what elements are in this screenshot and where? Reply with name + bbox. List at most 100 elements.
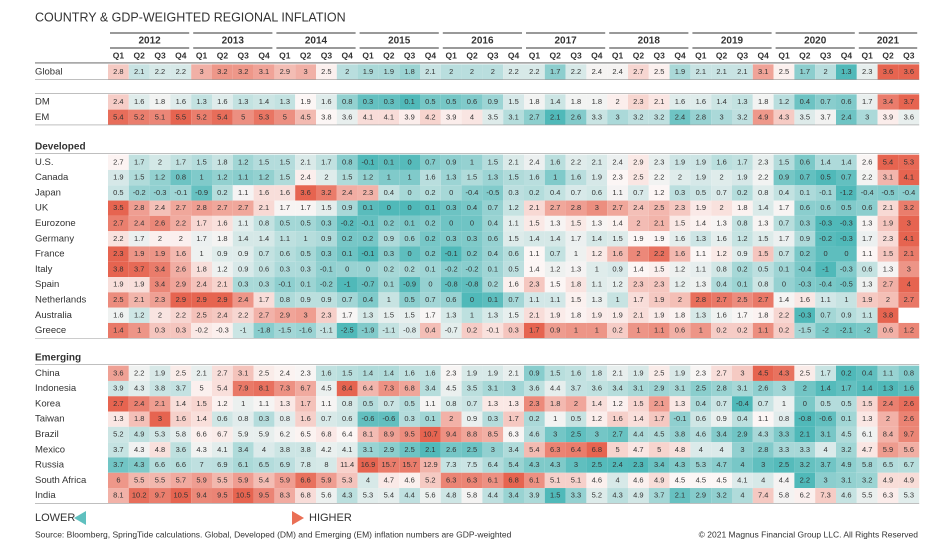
- heat-cell: [565, 169, 587, 186]
- cell-value: 1.5: [571, 295, 581, 304]
- cell-value: 2.5: [113, 295, 123, 304]
- heat-cell: [108, 426, 129, 443]
- cell-value: 2.6: [862, 157, 872, 166]
- cell-value: 2.4: [612, 460, 622, 469]
- heat-cell: [232, 215, 254, 232]
- heat-cell: [357, 154, 379, 170]
- heat-cell: [357, 292, 379, 308]
- cell-value: 3.4: [654, 460, 664, 469]
- cell-value: 0: [408, 188, 412, 197]
- heat-cell: [648, 365, 670, 381]
- heat-cell: [503, 154, 524, 170]
- cell-value: 0.6: [342, 414, 352, 423]
- heat-cell: [732, 307, 753, 323]
- heat-cell: [336, 277, 358, 293]
- cell-value: 0.7: [716, 188, 726, 197]
- cell-value: 2.9: [384, 445, 394, 454]
- heat-cell: [316, 365, 337, 381]
- heat-cell: [503, 94, 524, 110]
- cell-value: 5.5: [176, 112, 186, 121]
- cell-value: 2: [720, 203, 724, 212]
- heat-cell: [336, 246, 358, 262]
- heat-cell: [253, 261, 275, 278]
- heat-cell: [898, 277, 920, 293]
- heat-cell: [461, 200, 483, 216]
- heat-cell: [191, 215, 212, 232]
- heat-cell: [877, 292, 899, 308]
- heat-cell: [170, 411, 192, 427]
- cell-value: 3.9: [113, 384, 123, 393]
- heat-cell: [191, 154, 212, 170]
- heat-cell: [607, 94, 628, 110]
- heat-cell: [794, 154, 816, 170]
- heat-cell: [212, 261, 233, 278]
- cell-value: 1.2: [134, 310, 144, 319]
- cell-value: 1.1: [758, 326, 768, 335]
- heat-cell: [856, 215, 878, 232]
- cell-value: 1.1: [321, 399, 331, 408]
- heat-cell: [191, 64, 212, 80]
- row-label: Indonesia: [35, 383, 77, 394]
- cell-value: -0.4: [861, 188, 874, 197]
- cell-value: 5.8: [779, 491, 789, 500]
- heat-cell: [732, 200, 753, 216]
- cell-value: 2.5: [633, 173, 643, 182]
- cell-value: 2.6: [904, 414, 914, 423]
- heat-cell: [336, 307, 358, 323]
- heat-cell: [856, 246, 878, 262]
- heat-cell: [128, 307, 150, 323]
- cell-value: -0.1: [674, 414, 687, 423]
- heat-cell: [274, 109, 296, 125]
- heat-cell: [690, 109, 712, 125]
- quarter-label: Q4: [425, 50, 437, 60]
- cell-value: 0.2: [384, 218, 394, 227]
- heat-cell: [773, 215, 795, 232]
- heat-cell: [607, 154, 628, 170]
- cell-value: 0.9: [300, 295, 310, 304]
- cell-value: 4.3: [529, 460, 539, 469]
- cell-value: 1.7: [321, 157, 331, 166]
- heat-cell: [108, 261, 129, 278]
- heat-cell: [503, 426, 524, 443]
- heat-cell: [503, 261, 524, 278]
- cell-value: 2.1: [529, 203, 539, 212]
- cell-value: 1.4: [550, 97, 560, 106]
- heat-cell: [149, 169, 171, 186]
- cell-value: 0.7: [425, 157, 435, 166]
- cell-value: 1.5: [259, 157, 269, 166]
- cell-value: 1: [304, 234, 308, 243]
- cell-value: 0.4: [862, 368, 872, 377]
- heat-cell: [794, 231, 816, 247]
- cell-value: 2: [449, 67, 453, 76]
- row-label: Japan: [35, 187, 61, 198]
- row-label: Global: [35, 67, 62, 78]
- cell-value: 0.5: [113, 188, 123, 197]
- cell-value: 0.2: [425, 249, 435, 258]
- heat-cell: [108, 200, 129, 216]
- cell-value: 4: [262, 445, 266, 454]
- heat-cell: [128, 215, 150, 232]
- heat-cell: [690, 231, 712, 247]
- heat-cell: [191, 169, 212, 186]
- heat-cell: [357, 185, 379, 201]
- heat-cell: [440, 231, 462, 247]
- heat-cell: [628, 200, 649, 216]
- cell-value: -0.4: [466, 188, 479, 197]
- cell-value: 2.5: [592, 460, 602, 469]
- row-label: Canada: [35, 172, 69, 183]
- cell-value: 1.6: [675, 234, 685, 243]
- cell-value: 3.7: [571, 384, 581, 393]
- heat-cell: [336, 261, 358, 278]
- heat-cell: [544, 292, 566, 308]
- cell-value: 9.4: [196, 491, 206, 500]
- cell-value: 0.8: [259, 218, 269, 227]
- cell-value: 0.8: [280, 295, 290, 304]
- cell-value: 1.3: [113, 414, 123, 423]
- cell-value: 2.2: [654, 249, 664, 258]
- heat-cell: [669, 322, 691, 339]
- cell-value: 3.5: [113, 203, 123, 212]
- heat-cell: [461, 442, 483, 458]
- cell-value: 3.1: [508, 112, 518, 121]
- heat-cell: [420, 457, 441, 473]
- cell-value: 2.1: [217, 280, 227, 289]
